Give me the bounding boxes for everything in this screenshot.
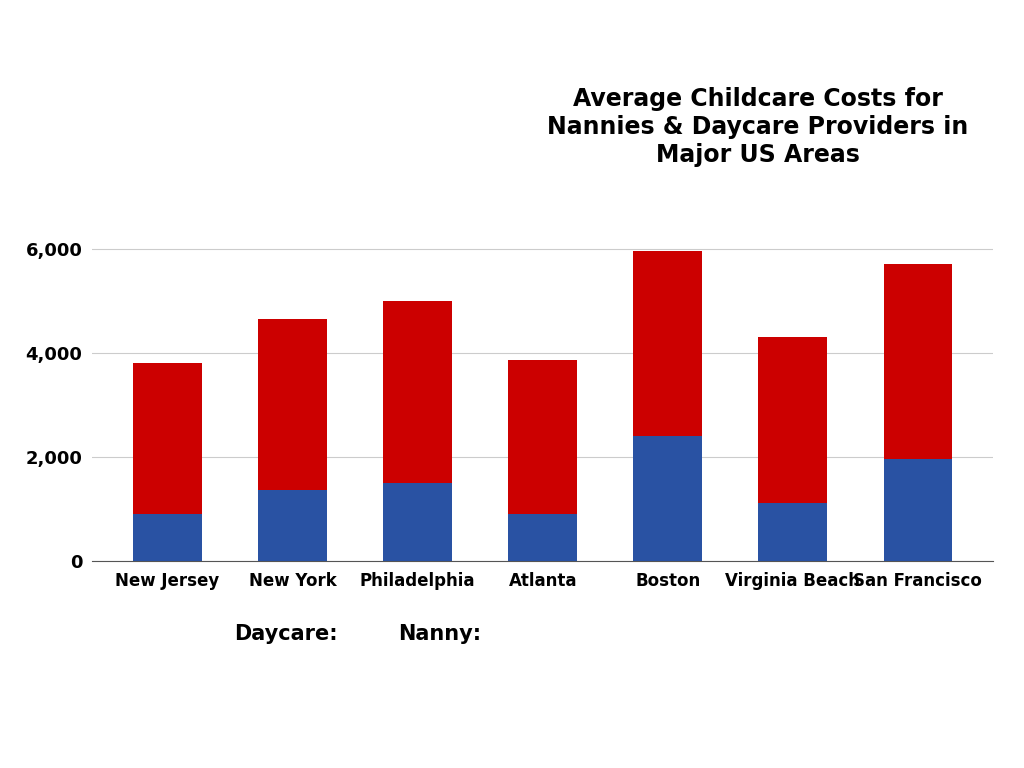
Bar: [258, 319, 327, 491]
Bar: [383, 482, 452, 561]
Bar: [634, 251, 702, 436]
Bar: [508, 360, 578, 514]
Bar: [884, 264, 952, 459]
Bar: [383, 301, 452, 482]
Text: Average Childcare Costs for
Nannies & Daycare Providers in
Major US Areas: Average Childcare Costs for Nannies & Da…: [547, 87, 969, 167]
Bar: [634, 436, 702, 561]
Bar: [133, 363, 202, 514]
Bar: [258, 491, 327, 561]
Text: AVERAGE: AVERAGE: [36, 83, 283, 127]
Text: Nanny:: Nanny:: [398, 624, 481, 644]
Bar: [759, 337, 827, 504]
Text: Daycare:: Daycare:: [234, 624, 338, 644]
Bar: [133, 514, 202, 561]
Bar: [508, 514, 578, 561]
Bar: [884, 459, 952, 561]
Text: CHILDCARE COSTS: CHILDCARE COSTS: [36, 147, 529, 192]
Bar: [759, 504, 827, 561]
